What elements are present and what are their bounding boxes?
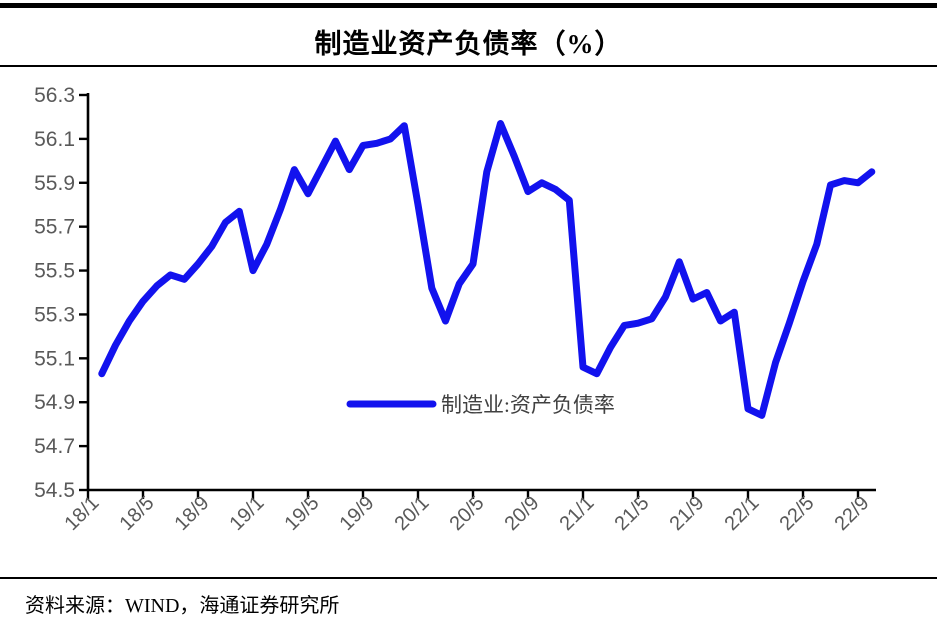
top-divider: [0, 3, 937, 8]
x-tick-label: 22/9: [830, 492, 873, 535]
x-tick-label: 19/5: [280, 492, 323, 535]
title-divider: [0, 65, 937, 67]
series-line-manufacturing: [98, 120, 876, 419]
x-tick-label: 20/9: [500, 492, 543, 535]
x-tick-label: 21/9: [665, 492, 708, 535]
x-tick-label: 19/9: [335, 492, 378, 535]
x-tick-label: 21/1: [555, 492, 598, 535]
legend-label: 制造业:资产负债率: [441, 393, 615, 417]
x-tick-label: 19/1: [225, 492, 268, 535]
y-tick-label: 55.5: [34, 260, 75, 283]
x-tick-label: 22/1: [720, 492, 763, 535]
y-tick-label: 54.5: [34, 479, 75, 502]
y-tick-label: 56.3: [34, 85, 75, 107]
chart-title: 制造业资产负债率（%）: [314, 29, 623, 59]
x-tick-label: 18/9: [170, 492, 213, 535]
y-tick-label: 55.7: [34, 216, 75, 239]
y-tick-label: 55.3: [34, 303, 75, 326]
y-tick-label: 55.1: [34, 347, 75, 370]
footer-divider: [0, 577, 937, 579]
y-tick-label: 56.1: [34, 128, 75, 151]
x-tick-label: 21/5: [610, 492, 653, 535]
y-tick-label: 54.9: [34, 391, 75, 414]
x-tick-label: 20/5: [445, 492, 488, 535]
x-tick-label: 18/5: [115, 492, 158, 535]
line-chart: 54.5 54.7 54.9 55.1 55.3 55.5 55.7 55.9 56.1 56.3…: [34, 85, 876, 535]
x-tick-label: 22/5: [775, 492, 818, 535]
y-tick-label: 55.9: [34, 172, 75, 195]
y-tick-label: 54.7: [34, 435, 75, 458]
x-tick-label: 20/1: [390, 492, 433, 535]
source-note: 资料来源：WIND，海通证券研究所: [25, 595, 340, 617]
